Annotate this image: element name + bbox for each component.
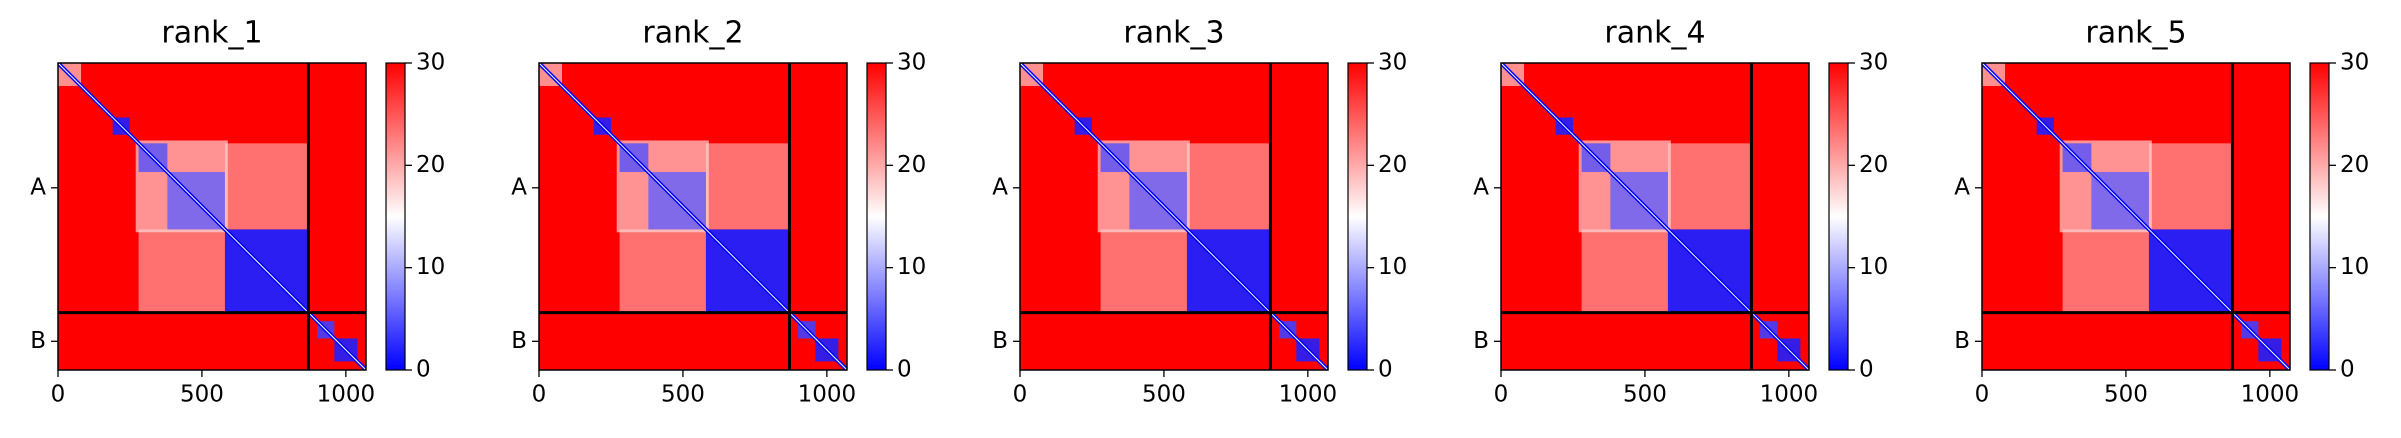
heatmap-region: [224, 143, 309, 230]
heatmap-region: [619, 229, 706, 313]
x-tick-label: 1000: [1760, 382, 1819, 408]
heatmap-diagonal-core: [1501, 63, 1809, 370]
heatmap-region: [1581, 229, 1668, 313]
colorbar: [385, 62, 406, 371]
heatmap-region: [1100, 229, 1187, 313]
axes-frame: [1500, 62, 1810, 371]
y-tick-label: B: [511, 328, 527, 354]
colorbar-tick-label: 20: [1859, 152, 1888, 178]
panel-title: rank_5: [2085, 16, 2186, 51]
colorbar: [1828, 62, 1849, 371]
colorbar-tick-label: 10: [2340, 254, 2369, 280]
panel-title: rank_2: [642, 16, 743, 51]
heatmap-diagonal-core: [58, 63, 366, 370]
colorbar-tick-label: 10: [897, 254, 926, 280]
panel-title: rank_4: [1604, 16, 1705, 51]
x-tick-label: 1000: [1279, 382, 1338, 408]
colorbar: [1347, 62, 1368, 371]
x-tick-label: 500: [1142, 382, 1186, 408]
heatmap-region: [1667, 143, 1752, 230]
heatmap-diagonal-core: [1020, 63, 1328, 370]
heatmap-region: [1501, 312, 1752, 370]
colorbar: [866, 62, 887, 371]
colorbar-tick-label: 30: [1859, 50, 1888, 76]
colorbar-tick-label: 10: [416, 254, 445, 280]
heatmap-region: [2148, 143, 2233, 230]
y-tick-label: B: [30, 328, 46, 354]
y-tick-label: A: [992, 174, 1008, 200]
colorbar: [2309, 62, 2330, 371]
colorbar-tick-label: 20: [416, 152, 445, 178]
axes-frame: [57, 62, 367, 371]
colorbar-tick-label: 20: [2340, 152, 2369, 178]
x-tick-label: 500: [1623, 382, 1667, 408]
heatmap-region: [539, 312, 790, 370]
heatmap-region: [138, 229, 225, 313]
y-tick-label: A: [1954, 174, 1970, 200]
x-tick-label: 1000: [798, 382, 857, 408]
heatmap: [539, 63, 847, 370]
colorbar-tick-label: 0: [1859, 357, 1874, 383]
axes-frame: [1019, 62, 1329, 371]
heatmap-region: [1186, 143, 1271, 230]
colorbar-tick-label: 30: [897, 50, 926, 76]
x-tick-label: 0: [1975, 382, 1990, 408]
axes-frame: [538, 62, 848, 371]
panel-title: rank_3: [1123, 16, 1224, 51]
colorbar-tick-label: 30: [1378, 50, 1407, 76]
colorbar-tick-label: 0: [416, 357, 431, 383]
heatmap: [1501, 63, 1809, 370]
x-tick-label: 0: [1494, 382, 1509, 408]
colorbar-tick-label: 30: [416, 50, 445, 76]
heatmap-diagonal-core: [1982, 63, 2290, 370]
y-tick-label: A: [1473, 174, 1489, 200]
heatmap: [1982, 63, 2290, 370]
x-tick-label: 0: [1013, 382, 1028, 408]
heatmap: [1020, 63, 1328, 370]
y-tick-label: B: [992, 328, 1008, 354]
colorbar-tick-label: 0: [2340, 357, 2355, 383]
heatmap-region: [1982, 312, 2233, 370]
y-tick-label: B: [1473, 328, 1489, 354]
heatmap-region: [705, 143, 790, 230]
heatmap-region: [1020, 312, 1271, 370]
y-tick-label: A: [511, 174, 527, 200]
x-tick-label: 500: [661, 382, 705, 408]
x-tick-label: 0: [532, 382, 547, 408]
heatmap-diagonal-core: [539, 63, 847, 370]
colorbar-tick-label: 20: [1378, 152, 1407, 178]
colorbar-tick-label: 20: [897, 152, 926, 178]
heatmap-region: [58, 312, 309, 370]
x-tick-label: 0: [51, 382, 66, 408]
x-tick-label: 1000: [317, 382, 376, 408]
axes-frame: [1981, 62, 2291, 371]
x-tick-label: 500: [2104, 382, 2148, 408]
y-tick-label: B: [1954, 328, 1970, 354]
x-tick-label: 1000: [2241, 382, 2300, 408]
heatmap-region: [2062, 229, 2149, 313]
colorbar-tick-label: 30: [2340, 50, 2369, 76]
y-tick-label: A: [30, 174, 46, 200]
x-tick-label: 500: [180, 382, 224, 408]
panel-title: rank_1: [161, 16, 262, 51]
colorbar-tick-label: 10: [1378, 254, 1407, 280]
colorbar-tick-label: 10: [1859, 254, 1888, 280]
colorbar-tick-label: 0: [897, 357, 912, 383]
heatmap: [58, 63, 366, 370]
colorbar-tick-label: 0: [1378, 357, 1393, 383]
